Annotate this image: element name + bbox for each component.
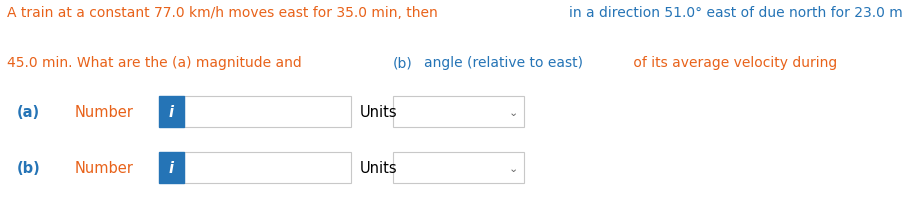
Text: in a direction 51.0° east of due north for 23.0 min: in a direction 51.0° east of due north f… — [568, 6, 903, 20]
FancyBboxPatch shape — [183, 97, 350, 128]
Text: i: i — [169, 161, 173, 175]
FancyBboxPatch shape — [393, 152, 524, 184]
Text: i: i — [169, 105, 173, 119]
FancyBboxPatch shape — [393, 97, 524, 128]
Text: (b): (b) — [16, 161, 40, 175]
FancyBboxPatch shape — [183, 152, 350, 184]
Text: ⌄: ⌄ — [508, 107, 517, 117]
Text: of its average velocity during: of its average velocity during — [628, 56, 842, 70]
Text: Units: Units — [359, 161, 397, 175]
Text: ⌄: ⌄ — [508, 163, 517, 173]
FancyBboxPatch shape — [159, 97, 183, 128]
Text: 45.0 min. What are the (a) magnitude and: 45.0 min. What are the (a) magnitude and — [7, 56, 306, 70]
Text: angle (relative to east): angle (relative to east) — [424, 56, 582, 70]
Text: Number: Number — [75, 105, 134, 119]
Text: (a): (a) — [16, 105, 40, 119]
Text: Units: Units — [359, 105, 397, 119]
Text: A train at a constant 77.0 km/h moves east for 35.0 min, then: A train at a constant 77.0 km/h moves ea… — [7, 6, 442, 20]
Text: Number: Number — [75, 161, 134, 175]
FancyBboxPatch shape — [159, 152, 183, 184]
Text: (b): (b) — [393, 56, 413, 70]
